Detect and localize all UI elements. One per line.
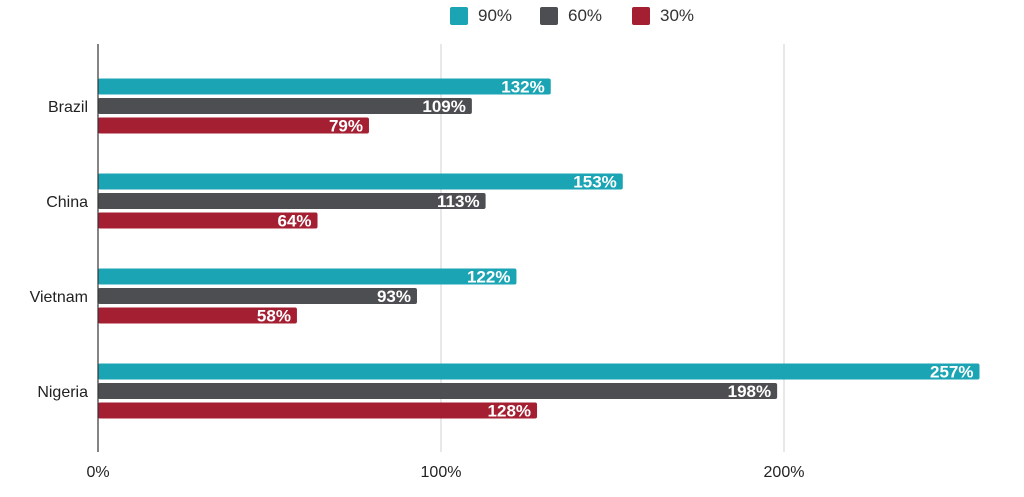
legend-label-90: 90% <box>478 6 513 25</box>
data-label: 93% <box>377 287 411 306</box>
legend-label-30: 30% <box>660 6 695 25</box>
legend-item-60: 60% <box>540 6 602 26</box>
data-label: 153% <box>573 173 616 192</box>
x-tick-label: 0% <box>86 464 109 481</box>
x-tick-label: 200% <box>764 464 805 481</box>
legend-swatch-60 <box>540 7 558 25</box>
bar <box>98 268 517 285</box>
data-label: 122% <box>467 268 510 287</box>
x-tick-label: 100% <box>421 464 462 481</box>
category-label: Nigeria <box>37 384 88 401</box>
category-label: China <box>46 194 88 211</box>
bar <box>98 402 538 419</box>
data-label: 128% <box>488 402 531 421</box>
data-label: 64% <box>277 212 311 231</box>
category-label: Brazil <box>48 99 88 116</box>
legend-item-30: 30% <box>632 6 694 26</box>
data-label: 113% <box>437 192 480 211</box>
bar <box>98 98 472 114</box>
legend-swatch-90 <box>450 7 468 25</box>
bar <box>98 307 297 324</box>
bar <box>98 383 778 399</box>
legend-swatch-30 <box>632 7 650 25</box>
data-label: 198% <box>728 382 771 401</box>
bar <box>98 193 486 209</box>
data-label: 257% <box>930 363 973 382</box>
bar <box>98 288 417 304</box>
bar <box>98 363 980 380</box>
data-label: 58% <box>257 307 291 326</box>
legend-label-60: 60% <box>568 6 603 25</box>
data-label: 109% <box>422 97 465 116</box>
bar <box>98 212 318 229</box>
data-label: 132% <box>501 78 544 97</box>
bar <box>98 78 551 95</box>
legend-item-90: 90% <box>450 6 512 26</box>
bar <box>98 117 369 134</box>
data-label: 79% <box>329 117 363 136</box>
category-label: Vietnam <box>30 289 88 306</box>
legend: 90% 60% 30% <box>0 6 1024 30</box>
bar <box>98 173 623 190</box>
